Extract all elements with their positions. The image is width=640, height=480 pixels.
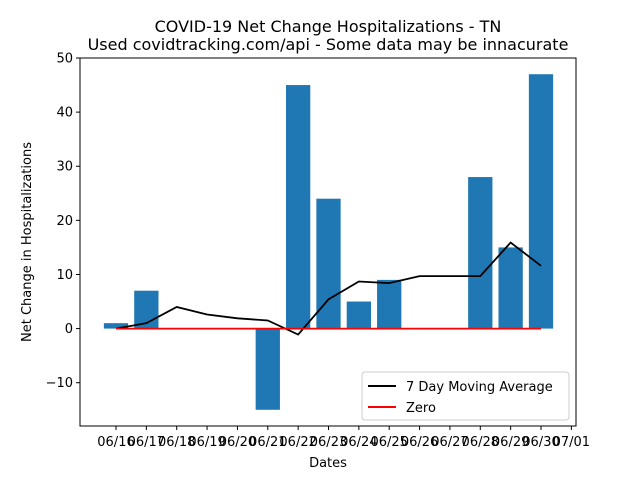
bars xyxy=(103,74,554,410)
x-axis: 06/1606/1706/1806/1906/2006/2106/2206/23… xyxy=(97,426,590,450)
x-tick-label: 06/23 xyxy=(310,435,347,450)
y-tick-label: 10 xyxy=(56,268,73,283)
bar-06-22 xyxy=(286,85,311,329)
x-tick-label: 06/29 xyxy=(492,435,529,450)
bar-06-23 xyxy=(316,198,341,329)
x-tick-label: 07/01 xyxy=(553,435,590,450)
x-tick-label: 06/18 xyxy=(158,435,195,450)
bar-06-16 xyxy=(103,323,129,329)
x-tick-label: 06/28 xyxy=(462,435,499,450)
x-tick-label: 06/16 xyxy=(97,435,134,450)
chart-title: COVID-19 Net Change Hospitalizations - T… xyxy=(155,17,502,36)
lines xyxy=(115,241,542,336)
y-tick-label: 20 xyxy=(56,214,73,229)
y-tick-label: 40 xyxy=(56,106,73,121)
x-tick-label: 06/17 xyxy=(128,435,165,450)
x-tick-label: 06/30 xyxy=(522,435,559,450)
x-tick-label: 06/20 xyxy=(219,435,256,450)
legend: 7 Day Moving Average Zero xyxy=(361,371,570,421)
bar-06-21 xyxy=(255,328,280,410)
y-axis: −10 0 10 20 30 40 50 xyxy=(46,52,80,391)
bar-06-29 xyxy=(498,247,523,329)
legend-label-zero: Zero xyxy=(406,401,436,416)
x-tick-label: 06/26 xyxy=(401,435,438,450)
x-axis-label: Dates xyxy=(309,456,347,471)
x-tick-label: 06/27 xyxy=(431,435,468,450)
bar-06-28 xyxy=(468,177,493,329)
y-tick-label: 0 xyxy=(65,322,73,337)
bar-06-30 xyxy=(528,74,554,329)
y-tick-label: 50 xyxy=(56,52,73,67)
x-tick-label: 06/21 xyxy=(249,435,286,450)
x-tick-label: 06/24 xyxy=(340,435,377,450)
y-tick-label: 30 xyxy=(56,160,73,175)
moving-average-line xyxy=(115,241,542,336)
y-axis-label: Net Change in Hospitalizations xyxy=(20,142,35,342)
legend-label-moving-average: 7 Day Moving Average xyxy=(406,380,553,395)
x-tick-label: 06/19 xyxy=(188,435,225,450)
bar-06-24 xyxy=(346,301,371,329)
x-tick-label: 06/22 xyxy=(279,435,316,450)
bar-06-25 xyxy=(377,279,402,329)
y-tick-label: −10 xyxy=(46,376,73,391)
legend-box xyxy=(361,371,570,421)
x-tick-label: 06/25 xyxy=(370,435,407,450)
chart-subtitle: Used covidtracking.com/api - Some data m… xyxy=(88,35,569,54)
